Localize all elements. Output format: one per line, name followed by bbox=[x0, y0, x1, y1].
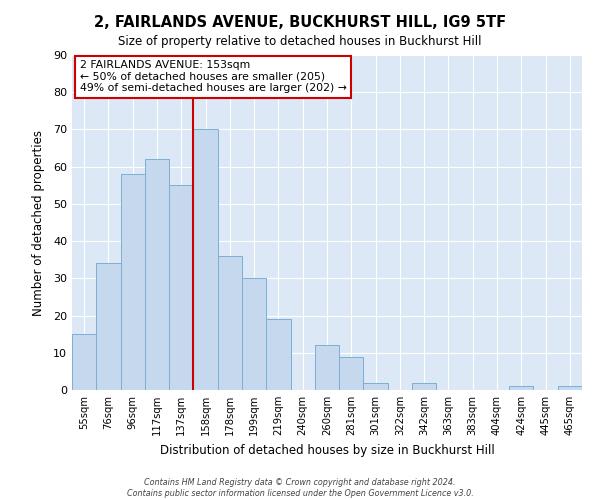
Text: 2, FAIRLANDS AVENUE, BUCKHURST HILL, IG9 5TF: 2, FAIRLANDS AVENUE, BUCKHURST HILL, IG9… bbox=[94, 15, 506, 30]
Bar bbox=[96, 264, 121, 390]
Bar bbox=[218, 256, 242, 390]
Text: Contains HM Land Registry data © Crown copyright and database right 2024.
Contai: Contains HM Land Registry data © Crown c… bbox=[127, 478, 473, 498]
Bar bbox=[145, 159, 169, 390]
Bar bbox=[364, 382, 388, 390]
Bar bbox=[72, 334, 96, 390]
Bar bbox=[169, 186, 193, 390]
Bar bbox=[242, 278, 266, 390]
Bar bbox=[558, 386, 582, 390]
Text: 2 FAIRLANDS AVENUE: 153sqm
← 50% of detached houses are smaller (205)
49% of sem: 2 FAIRLANDS AVENUE: 153sqm ← 50% of deta… bbox=[80, 60, 347, 93]
Bar bbox=[339, 356, 364, 390]
Bar bbox=[121, 174, 145, 390]
Bar bbox=[193, 130, 218, 390]
Text: Size of property relative to detached houses in Buckhurst Hill: Size of property relative to detached ho… bbox=[118, 35, 482, 48]
Bar bbox=[315, 346, 339, 390]
X-axis label: Distribution of detached houses by size in Buckhurst Hill: Distribution of detached houses by size … bbox=[160, 444, 494, 456]
Bar bbox=[266, 320, 290, 390]
Y-axis label: Number of detached properties: Number of detached properties bbox=[32, 130, 44, 316]
Bar bbox=[412, 382, 436, 390]
Bar bbox=[509, 386, 533, 390]
